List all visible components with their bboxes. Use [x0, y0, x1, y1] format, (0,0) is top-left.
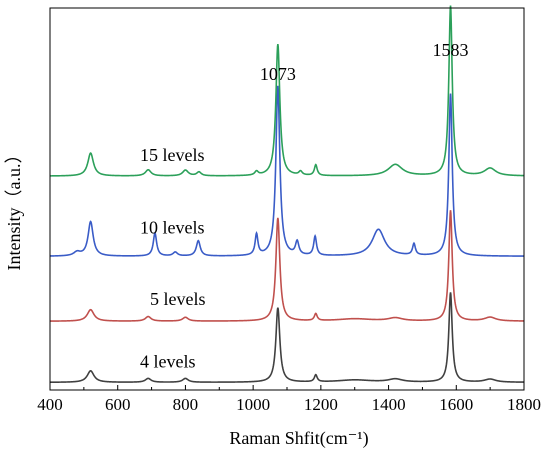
x-tick-label: 600: [105, 395, 131, 414]
series-line-10-levels: [49, 85, 524, 257]
peak-label-1073: 1073: [260, 64, 296, 84]
x-tick-label: 1800: [507, 395, 541, 414]
series-labels: 4 levels 5 levels 10 levels 15 levels: [140, 145, 206, 371]
x-axis-title: Raman Shfit(cm⁻¹): [229, 428, 368, 449]
series-label-10-levels: 10 levels: [140, 217, 205, 237]
series-line-5-levels: [50, 210, 524, 322]
series-line-4-levels: [49, 292, 524, 384]
series-label-15-levels: 15 levels: [140, 145, 205, 165]
x-tick-label: 1600: [439, 395, 473, 414]
series-label-4-levels: 4 levels: [140, 351, 196, 371]
peak-annotations: 1073 1583: [260, 40, 469, 84]
x-tick-label: 800: [173, 395, 199, 414]
x-tick-label: 1000: [236, 395, 270, 414]
series-layer: [49, 5, 525, 384]
series-line-15-levels: [50, 5, 525, 177]
x-tick-label: 1400: [372, 395, 406, 414]
series-label-5-levels: 5 levels: [150, 289, 206, 309]
x-tick-label: 1200: [304, 395, 338, 414]
x-tick-label: 400: [37, 395, 63, 414]
peak-label-1583: 1583: [433, 40, 469, 60]
y-axis-title: Intensity（a.u.）: [4, 146, 24, 271]
x-axis-ticks: 400 600 800 1000 1200 1400 1600 1800: [37, 385, 541, 414]
